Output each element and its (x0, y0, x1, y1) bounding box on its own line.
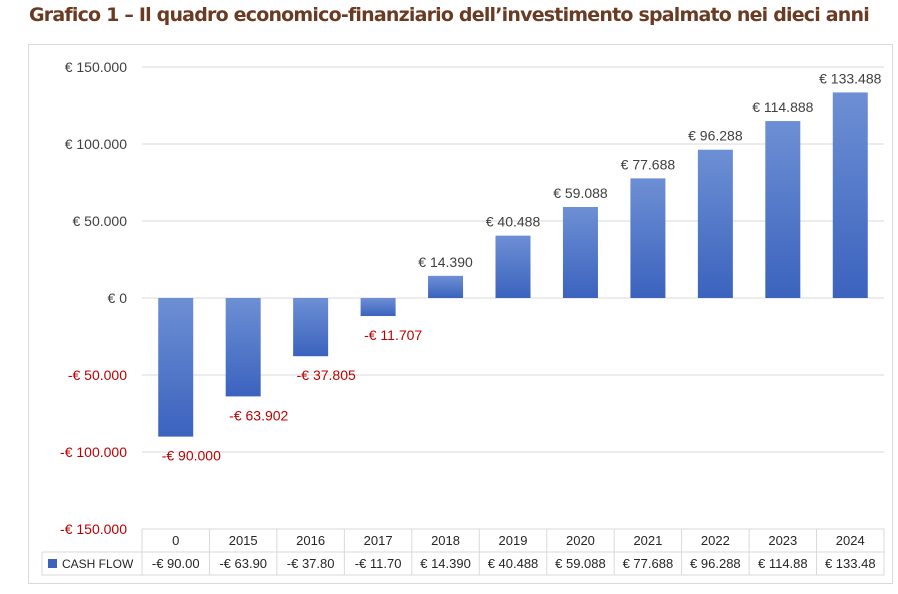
bar (630, 178, 666, 298)
table-cell: -€ 11.70 (355, 556, 402, 571)
bar (293, 298, 329, 357)
bar (495, 235, 531, 298)
x-tick-label: 2017 (364, 533, 393, 548)
data-label: € 114.888 (752, 99, 813, 115)
table-cell: € 59.088 (555, 556, 606, 571)
table-cell: € 77.688 (623, 556, 674, 571)
y-tick-label: € 50.000 (73, 213, 128, 229)
data-label: -€ 11.707 (364, 327, 422, 343)
data-label: -€ 63.902 (229, 407, 288, 423)
y-tick-label: -€ 100.000 (60, 444, 127, 460)
x-tick-label: 2021 (633, 533, 662, 548)
table-cell: € 96.288 (690, 556, 741, 571)
bar (158, 298, 194, 437)
chart-title: Grafico 1 – Il quadro economico-finanzia… (29, 4, 870, 26)
y-tick-label: € 150.000 (65, 59, 127, 75)
table-cell: -€ 63.90 (219, 556, 267, 571)
x-tick-label: 0 (172, 533, 179, 548)
table-cell: € 133.48 (825, 556, 876, 571)
table-cell: € 40.488 (488, 556, 539, 571)
bar (428, 275, 464, 298)
data-label: € 133.488 (819, 70, 881, 86)
bar (765, 121, 801, 298)
data-label: € 96.288 (688, 128, 743, 144)
data-label: € 59.088 (553, 185, 608, 201)
x-tick-label: 2019 (499, 533, 528, 548)
data-label: € 14.390 (418, 254, 473, 270)
bar (832, 92, 868, 298)
data-label: -€ 90.000 (162, 448, 221, 464)
y-tick-label: € 100.000 (65, 136, 127, 152)
x-tick-label: 2018 (431, 533, 460, 548)
y-tick-label: -€ 150.000 (60, 521, 127, 537)
x-tick-label: 2024 (836, 533, 865, 548)
table-cell: € 114.88 (758, 556, 808, 571)
table-cell: € 14.390 (420, 556, 471, 571)
data-label: € 77.688 (621, 156, 676, 172)
bar (562, 207, 598, 298)
data-label: -€ 37.805 (297, 367, 356, 383)
x-tick-label: 2023 (768, 533, 797, 548)
legend-label: CASH FLOW (62, 557, 134, 571)
legend-swatch (48, 559, 57, 568)
bar (697, 149, 733, 298)
y-tick-label: -€ 50.000 (68, 367, 127, 383)
bar (225, 298, 261, 397)
data-label: € 40.488 (486, 214, 541, 230)
x-tick-label: 2015 (229, 533, 258, 548)
x-tick-label: 2022 (701, 533, 730, 548)
x-tick-label: 2016 (296, 533, 325, 548)
bar (360, 298, 396, 317)
table-cell: -€ 90.00 (152, 556, 200, 571)
y-tick-label: € 0 (108, 290, 128, 306)
x-tick-label: 2020 (566, 533, 595, 548)
table-cell: -€ 37.80 (287, 556, 335, 571)
chart-frame (28, 44, 893, 584)
